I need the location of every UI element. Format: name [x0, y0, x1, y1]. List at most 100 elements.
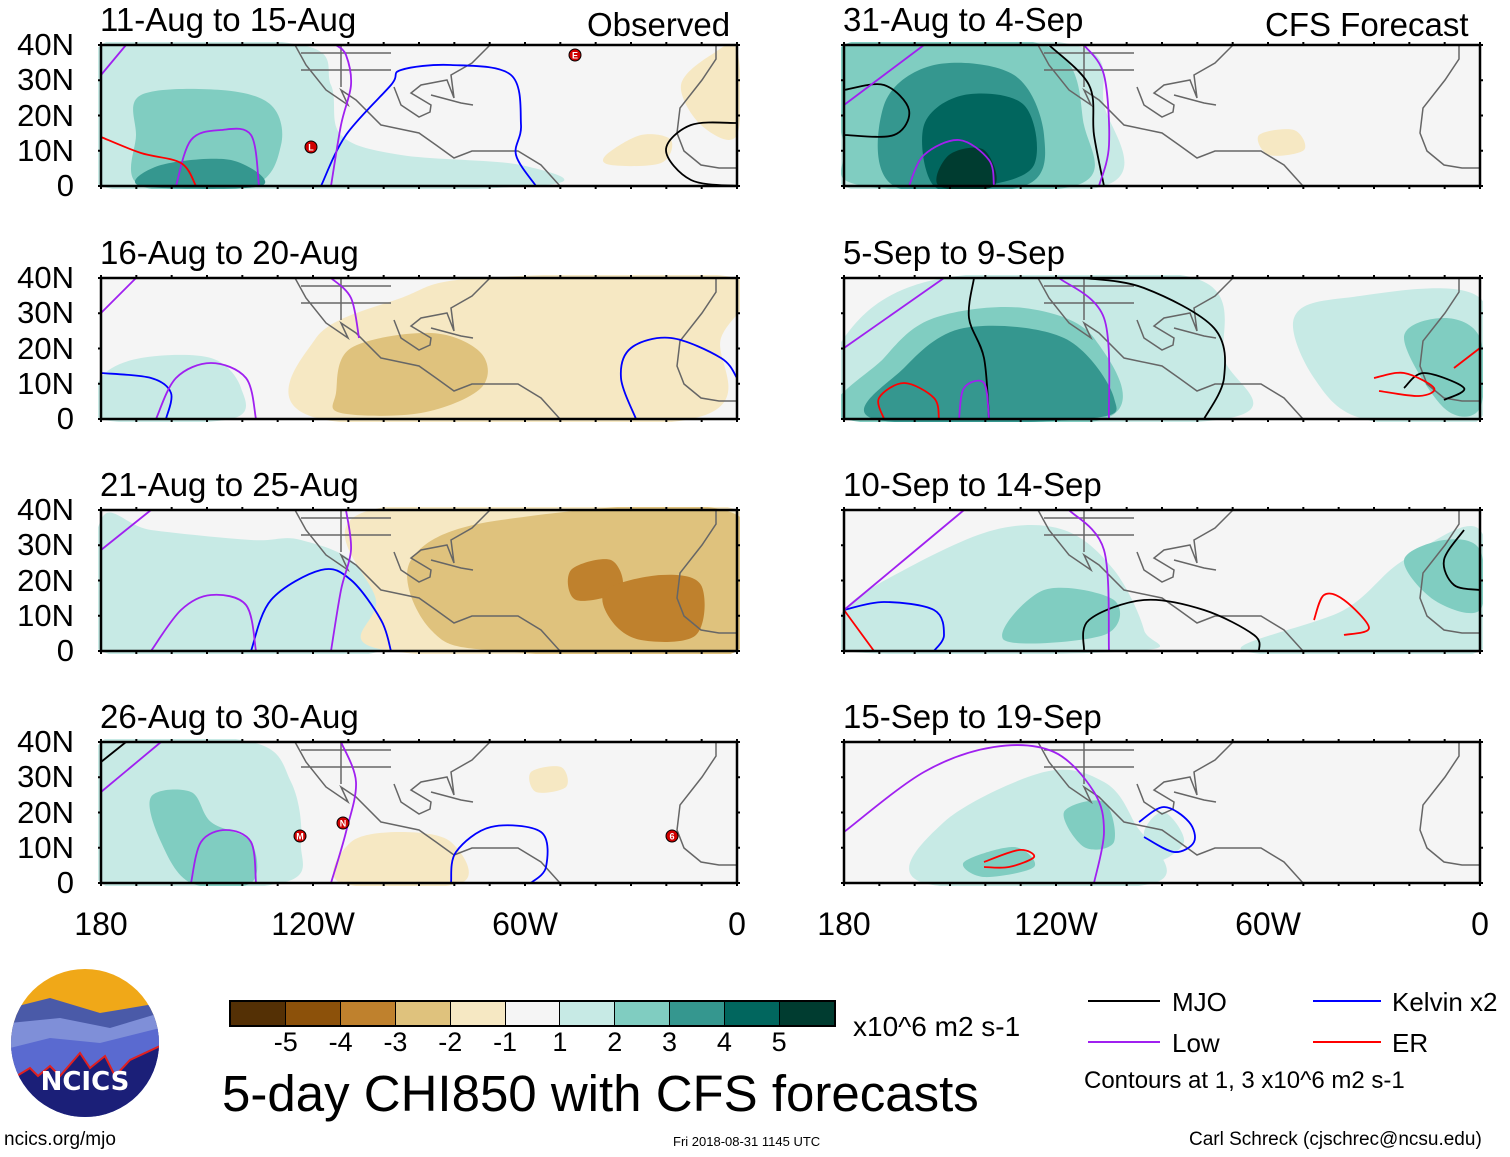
lat-label: 20N: [17, 562, 74, 598]
legend-kelvin-line: [1313, 1000, 1381, 1002]
low-contour: [175, 127, 260, 187]
colorbar-swatch: [724, 1002, 780, 1025]
lat-label: 0: [56, 168, 74, 203]
lat-label: 10N: [17, 365, 74, 401]
storm-icon: N: [336, 816, 350, 830]
mjo-contour: [1082, 598, 1261, 652]
low-contour: [843, 509, 965, 611]
lon-label: 0: [1471, 906, 1489, 942]
kelvin-contour: [320, 63, 537, 187]
low-contour: [1068, 509, 1110, 652]
er-contour: [1373, 371, 1436, 397]
lat-label: 30N: [17, 527, 74, 563]
panel-title: 16-Aug to 20-Aug: [100, 234, 359, 271]
colorbar-swatch: [669, 1002, 725, 1025]
figure-title: 5-day CHI850 with CFS forecasts: [222, 1065, 979, 1122]
legend-er-label: ER: [1392, 1028, 1429, 1058]
anomaly-region-p1: [98, 354, 246, 422]
colorbar-label: -4: [328, 1027, 353, 1057]
lon-label: 60W: [1235, 906, 1301, 942]
kelvin-contour: [250, 568, 392, 652]
map-panel: EL: [98, 42, 740, 189]
coastline: [1037, 44, 1480, 187]
colorbar-swatch: [504, 1002, 560, 1025]
anomaly-region-m3: [602, 574, 705, 642]
ncics-logo: NCICS: [11, 969, 159, 1117]
storm-icon: M: [293, 829, 307, 843]
storm-label: E: [572, 51, 578, 61]
mjo-contour: [1048, 44, 1105, 187]
colorbar-swatch: [449, 1002, 505, 1025]
lon-label: 120W: [1014, 906, 1098, 942]
kelvin-contour: [619, 336, 738, 420]
coastline: [1037, 509, 1480, 652]
coastline: [294, 277, 737, 420]
legend-low-line: [1088, 1041, 1160, 1043]
anomaly-region-m1: [1257, 129, 1306, 156]
credit: Carl Schreck (cjschrec@ncsu.edu): [1189, 1129, 1482, 1150]
lat-label: 0: [56, 633, 74, 668]
cfs-forecast-label: CFS Forecast: [1265, 6, 1469, 43]
coastline: [294, 509, 737, 652]
map-panel: [841, 507, 1483, 654]
kelvin-contour: [100, 372, 173, 420]
storm-icon: 6: [665, 829, 679, 843]
colorbar-swatch: [779, 1002, 834, 1025]
low-contour: [155, 362, 257, 420]
lat-label: 10N: [17, 132, 74, 168]
map-panel: [841, 739, 1483, 886]
low-contour: [330, 44, 353, 187]
legend-mjo-label: MJO: [1172, 987, 1227, 1017]
low-contour: [330, 509, 352, 652]
anomaly-region-p3: [134, 158, 266, 189]
colorbar-swatch: [231, 1002, 285, 1025]
er-contour: [1313, 592, 1370, 636]
er-contour: [983, 849, 1036, 869]
anomaly-region-m1: [333, 832, 469, 886]
panel-title: 11-Aug to 15-Aug: [100, 1, 357, 38]
colorbar-label: 2: [607, 1027, 623, 1057]
low-contour: [843, 744, 1105, 884]
anomaly-region-p2: [1403, 539, 1483, 614]
legend-kelvin-label: Kelvin x2: [1392, 987, 1498, 1017]
lat-label: 0: [56, 401, 74, 436]
colorbar-label: 3: [662, 1027, 678, 1057]
units-label: x10^6 m2 s-1: [853, 1011, 1021, 1042]
colorbar-swatch: [394, 1002, 450, 1025]
lat-label: 40N: [17, 724, 74, 759]
lon-label: 120W: [271, 906, 355, 942]
storm-icon: L: [304, 140, 318, 154]
anomaly-region-m1: [680, 44, 740, 140]
panel-title: 15-Sep to 19-Sep: [843, 698, 1102, 735]
kelvin-contour: [1138, 806, 1196, 853]
colorbar: [229, 1000, 836, 1027]
lat-label: 40N: [17, 260, 74, 295]
timestamp: Fri 2018-08-31 1145 UTC: [673, 1134, 821, 1149]
er-contour: [877, 382, 940, 420]
low-contour: [100, 277, 137, 314]
map-panel: [841, 275, 1483, 422]
footer-url[interactable]: ncics.org/mjo: [4, 1129, 116, 1150]
contour-note: Contours at 1, 3 x10^6 m2 s-1: [1084, 1067, 1405, 1094]
kelvin-contour: [450, 824, 549, 884]
panel-title: 31-Aug to 4-Sep: [843, 1, 1084, 38]
legend-mjo-line: [1088, 1000, 1160, 1002]
lat-label: 10N: [17, 597, 74, 633]
panel-title: 10-Sep to 14-Sep: [843, 466, 1102, 503]
lat-label: 30N: [17, 295, 74, 331]
low-contour: [190, 829, 257, 884]
er-contour: [100, 136, 197, 187]
lat-label: 0: [56, 865, 74, 900]
logo-text: NCICS: [41, 1067, 130, 1097]
legend-low-label: Low: [1172, 1028, 1220, 1058]
anomaly-region-p5: [936, 147, 997, 189]
colorbar-label: -1: [493, 1027, 518, 1057]
legend-er-line: [1313, 1041, 1381, 1043]
anomaly-region-m2: [332, 332, 488, 416]
mjo-contour: [967, 277, 990, 420]
colorbar-label: -5: [273, 1027, 298, 1057]
low-contour: [100, 509, 152, 551]
panel-title: 26-Aug to 30-Aug: [100, 698, 359, 735]
low-contour: [843, 44, 925, 106]
low-contour: [958, 379, 990, 420]
